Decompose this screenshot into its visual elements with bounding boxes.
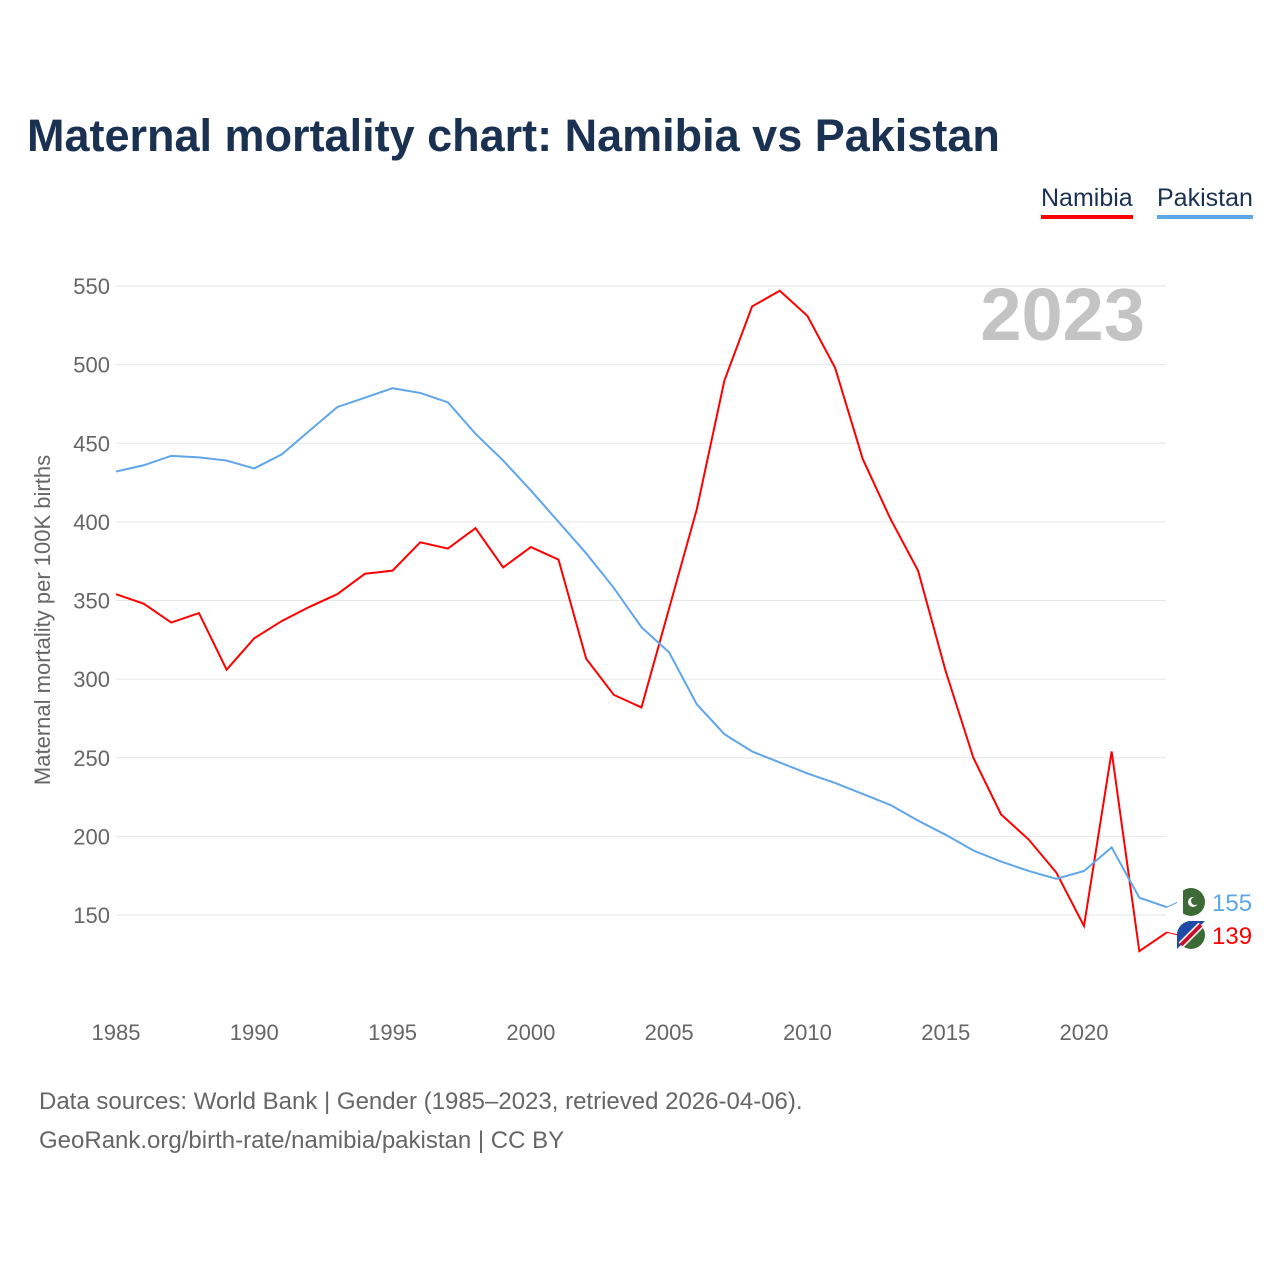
y-tick-label: 200 [73, 824, 110, 849]
legend-namibia[interactable]: Namibia [1041, 184, 1133, 219]
series-line-namibia[interactable] [115, 289, 1168, 953]
year-watermark: 2023 [980, 273, 1145, 356]
chart-title: Maternal mortality chart: Namibia vs Pak… [27, 110, 1000, 161]
y-tick-label: 450 [73, 431, 110, 456]
y-tick-label: 300 [73, 667, 110, 692]
source-link[interactable]: GeoRank.org/birth-rate/namibia/pakistan … [39, 1127, 565, 1154]
y-axis-label: Maternal mortality per 100K births [30, 455, 55, 785]
x-tick-label: 1985 [92, 1020, 141, 1045]
y-tick-label: 500 [73, 353, 110, 378]
x-tick-label: 1995 [368, 1020, 417, 1045]
x-tick-label: 2015 [921, 1020, 970, 1045]
namibia-flag-icon [1177, 921, 1205, 949]
x-tick-label: 2000 [506, 1020, 555, 1045]
pakistan-flag-icon [1177, 888, 1205, 916]
y-tick-label: 250 [73, 746, 110, 771]
source-text: Data sources: World Bank | Gender (1985–… [39, 1088, 803, 1115]
x-tick-label: 2005 [645, 1020, 694, 1045]
y-tick-label: 550 [73, 274, 110, 299]
x-tick-label: 2020 [1060, 1020, 1109, 1045]
end-value-label: 139 [1212, 923, 1252, 950]
x-tick-label: 1990 [230, 1020, 279, 1045]
y-tick-label: 400 [73, 510, 110, 535]
x-tick-label: 2010 [783, 1020, 832, 1045]
y-tick-label: 350 [73, 589, 110, 614]
y-tick-label: 150 [73, 903, 110, 928]
legend-pakistan[interactable]: Pakistan [1157, 184, 1253, 219]
end-label-connector [1166, 901, 1179, 908]
series-line-pakistan[interactable] [115, 387, 1168, 909]
end-value-label: 155 [1212, 890, 1252, 917]
end-label-connector [1166, 931, 1179, 936]
